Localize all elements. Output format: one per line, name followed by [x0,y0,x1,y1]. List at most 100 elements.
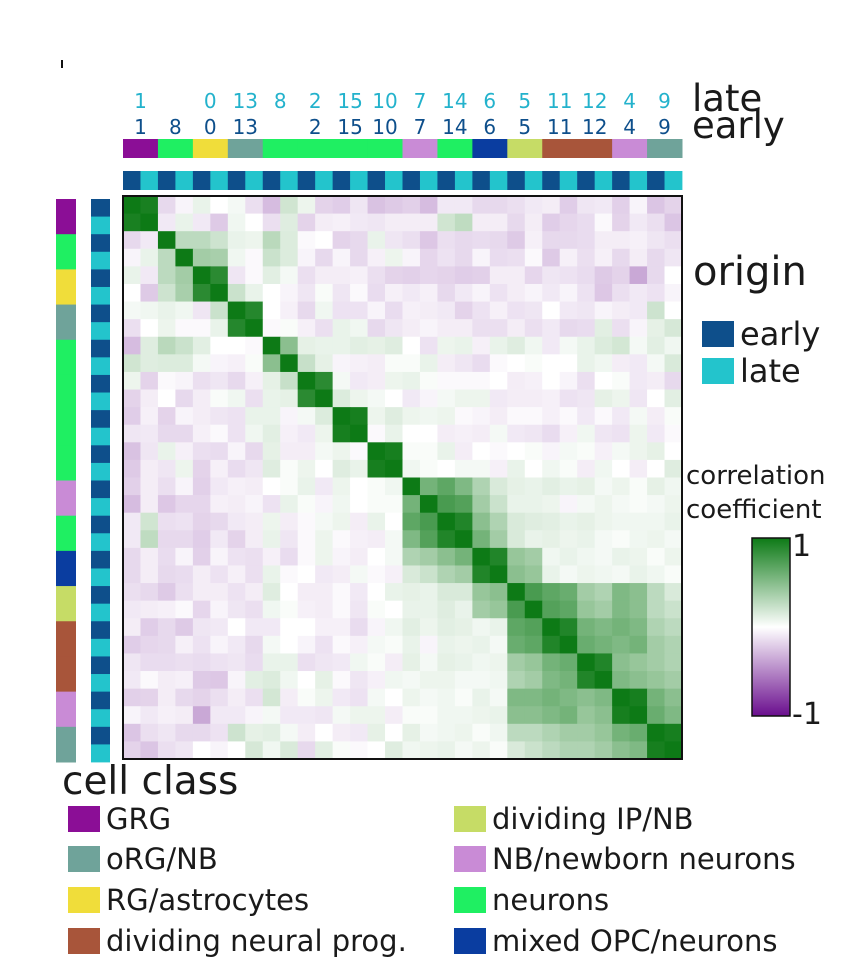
heatmap-cell [350,319,368,338]
heatmap-cell [297,459,316,478]
top-origin-bar [664,171,683,190]
heatmap-cell [140,301,159,320]
heatmap-cell [594,618,613,637]
cell-class-swatch [68,846,100,872]
heatmap-cell [140,688,159,707]
heatmap-cell [192,706,211,725]
late-cluster-label: 7 [414,89,427,113]
heatmap-cell [175,688,194,707]
heatmap-cell [594,671,613,690]
heatmap-cell [647,266,665,285]
heatmap-cell [315,583,334,602]
heatmap-cell [297,565,316,584]
heatmap-cell [332,283,351,302]
heatmap-cell [367,547,386,566]
heatmap-cell [472,653,491,672]
heatmap-cell [210,213,229,232]
heatmap-cell [542,301,561,320]
heatmap-cell [367,389,386,408]
heatmap-cell [192,583,211,602]
heatmap-cell [297,741,316,760]
heatmap-cell [245,231,264,250]
heatmap-cell [385,635,403,654]
heatmap-cell [542,266,561,285]
heatmap-cell [315,477,334,496]
heatmap-cell [140,336,159,355]
heatmap-cell [577,653,596,672]
heatmap-cell [245,354,264,373]
heatmap-cell [210,547,229,566]
heatmap-cell [524,196,543,214]
heatmap-cell [507,477,526,496]
heatmap-cell [175,319,194,338]
heatmap-cell [210,389,229,408]
heatmap-cell [594,196,613,214]
heatmap-cell [192,723,211,742]
heatmap-cell [175,196,194,214]
heatmap-cell [402,283,421,302]
heatmap-cell [559,389,578,408]
heatmap-cell [507,688,526,707]
heatmap-cell [315,213,334,232]
heatmap-cell [489,231,508,250]
heatmap-cell [332,248,351,267]
left-origin-bar [91,638,110,657]
left-cell-class-bar [56,410,76,446]
heatmap-cell [472,688,491,707]
heatmap-cell [419,530,438,549]
heatmap-cell [297,354,316,373]
late-cluster-label: 9 [658,89,671,113]
heatmap-cell [227,565,246,584]
heatmap-cell [385,583,403,602]
heatmap-cell [664,547,683,566]
heatmap-cell [192,424,211,443]
heatmap-cell [419,354,438,373]
heatmap-cell [227,671,246,690]
heatmap-cell [402,530,421,549]
heatmap-cell [489,635,508,654]
heatmap-cell [210,671,229,690]
heatmap-cell [419,688,438,707]
top-origin-bar [297,171,316,190]
top-origin-bar [385,171,403,190]
heatmap-cell [629,354,648,373]
heatmap-cell [262,248,281,267]
heatmap-cell [245,301,264,320]
heatmap-cell [332,196,351,214]
late-cluster-label: 12 [582,89,607,113]
heatmap-cell [280,424,299,443]
heatmap-cell [437,547,456,566]
top-origin-bar [419,171,438,190]
heatmap-cell [542,495,561,514]
heatmap-cell [489,248,508,267]
heatmap-cell [577,407,596,426]
heatmap-cell [594,283,613,302]
heatmap-cell [175,283,194,302]
heatmap-cell [612,213,630,232]
heatmap-cell [385,653,403,672]
heatmap-cell [123,618,141,637]
heatmap-cell [437,301,456,320]
heatmap-cell [297,231,316,250]
heatmap-cell [612,407,630,426]
left-origin-bar [91,199,110,217]
heatmap-cell [629,741,648,760]
heatmap-cell [297,477,316,496]
heatmap-cell [280,618,299,637]
early-cluster-label: 4 [623,115,636,139]
heatmap-cell [123,635,141,654]
heatmap-cell [647,530,665,549]
heatmap-cell [419,231,438,250]
heatmap-cell [402,442,421,461]
left-origin-bar [91,691,110,710]
heatmap-cell [402,512,421,531]
left-origin-bar [91,656,110,675]
heatmap-cell [367,319,386,338]
heatmap-cell [524,389,543,408]
heatmap-cell [524,583,543,602]
heatmap-cell [280,723,299,742]
heatmap-cell [245,706,264,725]
early-cluster-label: 8 [169,115,182,139]
left-cell-class-bar [56,234,76,270]
top-cell-class-bar [123,139,159,158]
